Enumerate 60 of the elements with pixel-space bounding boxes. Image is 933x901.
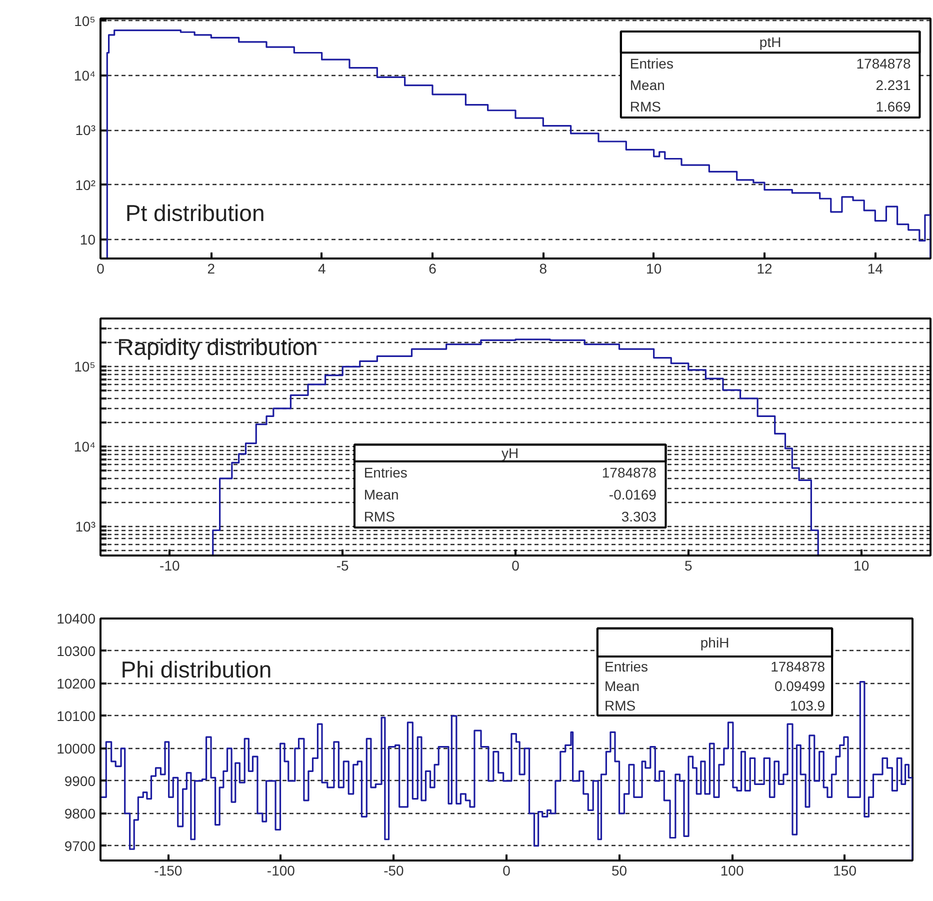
annotation: phiH [700,634,730,650]
y-tick-label: 9900 [64,772,96,789]
y-tick-label: 10⁵ [74,358,96,375]
annotation: ptH [759,34,782,50]
y-tick-label: 10⁴ [74,438,96,455]
x-tick-label: 0 [512,558,520,574]
y-tick-label: 10⁵ [74,12,96,29]
annotation: RMS [604,698,636,714]
y-tick-label: 9700 [64,838,96,854]
x-tick-label: 14 [867,260,884,276]
x-tick-label: 50 [611,862,628,878]
x-tick-label: 12 [756,260,772,276]
annotation: Mean [630,77,665,94]
annotation: 1784878 [602,464,657,480]
x-tick-label: 4 [318,260,326,276]
y-tick-label: 10100 [56,708,96,724]
y-tick-label: 10300 [56,642,96,659]
annotation: Mean [604,678,640,694]
annotation: 3.303 [621,508,657,525]
annotation: Entries [364,464,408,480]
y-tick-label: 10200 [56,675,96,692]
text: Rapidity distribution [117,334,318,360]
annotation: Mean [364,486,399,502]
y-tick-label: 10³ [75,518,96,535]
annotation: -0.0169 [608,486,657,502]
annotation: yH [502,444,519,461]
y-tick-label: 9800 [64,805,96,822]
x-tick-label: -50 [384,862,404,878]
y-tick-label: 10 [80,232,96,248]
x-tick-label: 5 [684,558,693,574]
x-tick-label: 0 [96,260,105,276]
y-tick-label: 10³ [75,122,96,138]
annotation: RMS [364,508,395,525]
x-tick-label: 100 [720,862,744,878]
x-tick-label: 8 [539,260,548,276]
x-tick-label: 10 [646,260,662,276]
annotation: Entries [604,658,648,674]
annotation: 1784878 [856,55,911,72]
x-tick-label: 6 [428,260,437,276]
y-tick-label: 10² [75,176,96,193]
annotation: 0.09499 [774,678,826,694]
x-tick-label: 150 [833,862,857,878]
annotation: Entries [630,55,674,72]
x-tick-label: 10 [854,558,870,574]
annotation: RMS [630,98,661,115]
annotation: 2.231 [876,77,911,94]
x-tick-label: -5 [336,558,350,574]
x-tick-label: 2 [207,260,216,276]
annotation: 1.669 [876,98,911,115]
annotation: 1784878 [770,658,826,674]
x-tick-label: -150 [154,862,182,878]
x-tick-label: -100 [266,862,296,878]
annotation: 103.9 [790,698,826,714]
text: Phi distribution [120,656,272,682]
y-tick-label: 10⁴ [74,67,96,84]
y-tick-label: 10400 [56,610,96,626]
x-tick-label: -10 [160,558,180,574]
x-tick-label: 0 [502,862,511,878]
y-tick-label: 10000 [56,740,96,756]
text: Pt distribution [125,200,265,226]
